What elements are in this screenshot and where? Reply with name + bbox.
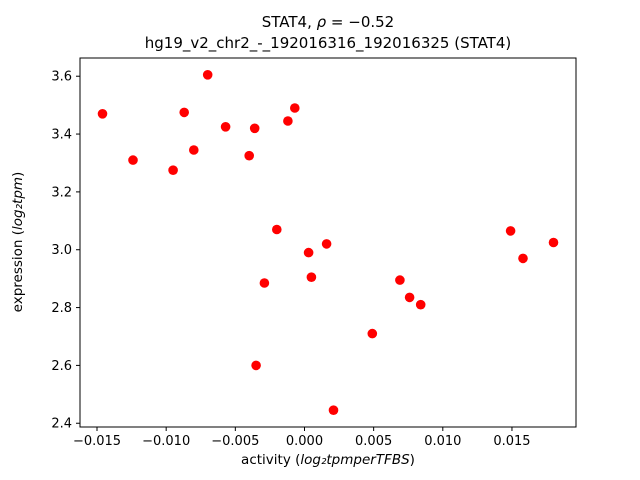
rho-symbol: ρ <box>317 13 327 31</box>
chart-title: STAT4, ρ = −0.52 <box>262 13 394 31</box>
y-tick-label: 2.4 <box>51 417 72 432</box>
y-axis-label-suffix: ) <box>10 172 26 177</box>
x-axis-label-suffix: ) <box>410 452 415 468</box>
y-axis-label-prefix: expression ( <box>10 230 26 312</box>
x-axis-label-prefix: activity ( <box>241 452 300 468</box>
chart-subtitle: hg19_v2_chr2_-_192016316_192016325 (STAT… <box>145 34 512 53</box>
chart-title-prefix: STAT4, <box>262 13 317 31</box>
data-point <box>321 239 332 249</box>
chart-title-suffix: = −0.52 <box>326 13 394 31</box>
x-axis-label-math: log₂tpmperTFBS <box>300 452 410 468</box>
x-tick-label: −0.015 <box>73 434 121 449</box>
data-point <box>249 123 260 134</box>
data-point <box>303 247 314 258</box>
x-tick-label: 0.005 <box>355 434 392 449</box>
data-point <box>259 278 270 288</box>
data-point <box>244 150 254 161</box>
plot-area: −0.015 −0.010 −0.005 0.000 0.005 0.010 0.015 2.… <box>51 57 577 449</box>
y-axis-label-math: log₂tpm <box>10 177 26 230</box>
data-point <box>202 70 213 80</box>
data-point <box>548 237 559 248</box>
plot-frame <box>79 57 577 428</box>
x-axis-label: activity (log₂tpmperTFBS) <box>241 452 415 468</box>
data-point <box>404 292 415 303</box>
data-point <box>415 299 426 310</box>
y-tick-label: 2.6 <box>51 359 72 374</box>
x-tick-label: 0.000 <box>286 434 323 449</box>
y-tick-label: 3.0 <box>51 243 72 258</box>
x-tick-label: 0.010 <box>424 434 461 449</box>
data-point <box>367 328 378 339</box>
data-point <box>306 272 317 283</box>
y-axis-label: expression (log₂tpm) <box>10 172 26 313</box>
data-point <box>328 405 339 416</box>
data-point <box>220 122 231 132</box>
data-point <box>518 253 528 264</box>
y-tick-label: 3.6 <box>51 70 72 85</box>
data-point <box>179 107 189 118</box>
data-point <box>168 165 178 175</box>
data-point <box>251 360 261 371</box>
data-point <box>290 103 300 113</box>
data-point <box>505 226 516 236</box>
y-tick-label: 3.4 <box>51 128 72 143</box>
x-tick-label: 0.015 <box>493 434 530 449</box>
y-tick-label: 2.8 <box>51 301 72 316</box>
data-point <box>272 224 282 235</box>
y-tick-label: 3.2 <box>51 185 72 200</box>
data-point <box>97 109 108 119</box>
data-point <box>189 145 199 155</box>
data-point <box>128 155 138 165</box>
x-tick-label: −0.005 <box>211 434 259 449</box>
data-point <box>283 116 293 126</box>
x-tick-label: −0.010 <box>142 434 190 449</box>
data-point <box>395 275 405 285</box>
